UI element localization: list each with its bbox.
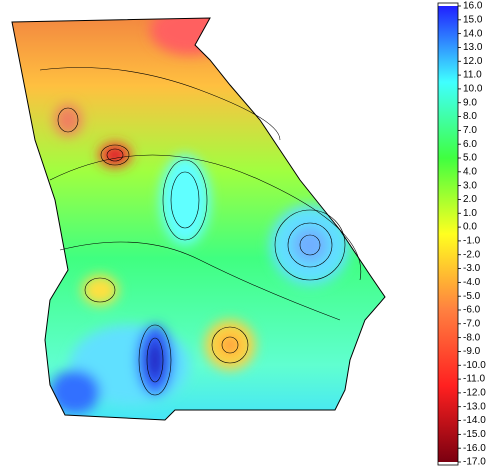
colorbar-tick-label: 7.0 <box>463 125 477 136</box>
colorbar-tick-label: -2.0 <box>463 249 481 260</box>
colorbar-tick-label: 4.0 <box>463 166 477 177</box>
colorbar-tick-label: 2.0 <box>463 194 477 205</box>
colorbar-tick-label: 3.0 <box>463 180 477 191</box>
state-outline <box>11 17 386 421</box>
colorbar-tick-label: 8.0 <box>463 111 477 122</box>
colorbar-tick-label: 12.0 <box>463 56 483 67</box>
contour-lines <box>39 67 362 396</box>
colorbar-tick-label: -3.0 <box>463 263 481 274</box>
colorbar-tick-label: 0.0 <box>463 222 477 233</box>
colorbar-tick-label: -6.0 <box>463 305 481 316</box>
colorbar-tick-label: -14.0 <box>463 415 486 426</box>
colorbar-tick-label: -8.0 <box>463 332 481 343</box>
colorbar-tick-label: 16.0 <box>463 1 483 12</box>
colorbar-tick-label: -7.0 <box>463 318 481 329</box>
colorbar-tick-label: 11.0 <box>463 70 482 81</box>
colorbar-tick-label: -15.0 <box>463 429 486 440</box>
colorbar-tick-label: -9.0 <box>463 346 481 357</box>
colorbar-tick-label: -11.0 <box>463 374 485 385</box>
colorbar-tick-label: 9.0 <box>463 97 477 108</box>
colorbar <box>438 6 458 462</box>
colorbar-tick-label: -5.0 <box>463 291 481 302</box>
colorbar-tick-label: 14.0 <box>463 28 483 39</box>
colorbar-tick-label: -16.0 <box>463 443 486 454</box>
colorbar-tick-label: -10.0 <box>463 360 486 371</box>
map-fill <box>12 18 385 420</box>
colorbar-tick-label: -13.0 <box>463 401 486 412</box>
colorbar-tick-label: 15.0 <box>463 14 483 25</box>
colorbar-tick-label: 5.0 <box>463 153 477 164</box>
colorbar-tick-label: 1.0 <box>463 208 477 219</box>
colorbar-tick-label: 13.0 <box>463 42 483 53</box>
colorbar-frame <box>437 2 459 466</box>
colorbar-tick-label: -17.0 <box>463 457 486 468</box>
colorbar-tick-label: -12.0 <box>463 388 486 399</box>
colorbar-tick-label: -1.0 <box>463 236 481 247</box>
colorbar-tick-label: 6.0 <box>463 139 477 150</box>
colorbar-tick-label: -4.0 <box>463 277 481 288</box>
colorbar-tick-label: 10.0 <box>463 84 483 95</box>
